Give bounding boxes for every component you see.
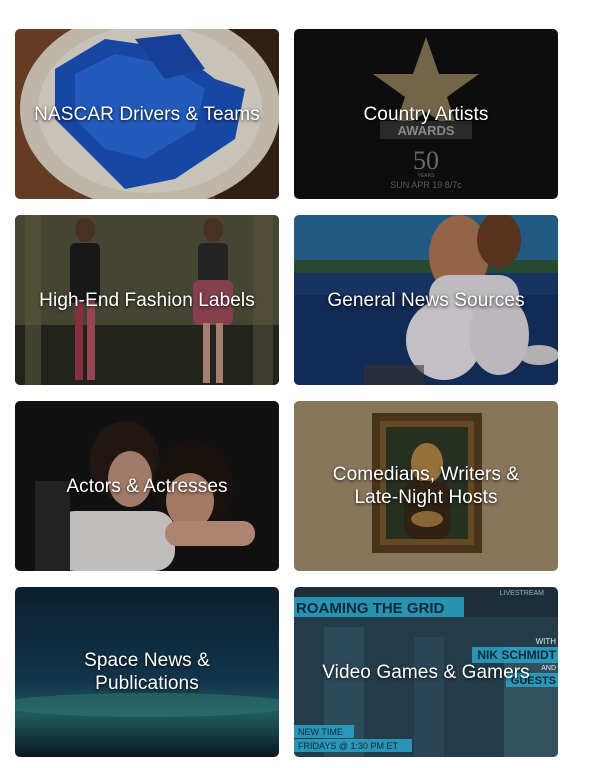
awards-years-word: YEARS bbox=[418, 173, 436, 179]
tile-label: Video Games & Gamers bbox=[322, 661, 530, 683]
schedule-text: FRIDAYS @ 1:30 PM ET bbox=[298, 741, 398, 751]
tile-label: Actors & Actresses bbox=[66, 475, 228, 497]
tile-label: Comedians, Writers & Late-Night Hosts bbox=[332, 464, 520, 508]
tile-label: NASCAR Drivers & Teams bbox=[34, 103, 260, 125]
tile-overlay bbox=[294, 215, 558, 385]
tile-label: General News Sources bbox=[327, 289, 525, 311]
category-tile-country-artists[interactable]: AWARDS 50 YEARS SUN APR 19 8/7c Country … bbox=[294, 29, 558, 199]
tile-label: High-End Fashion Labels bbox=[39, 289, 255, 311]
new-time-text: NEW TIME bbox=[298, 727, 343, 737]
tile-overlay bbox=[15, 401, 279, 571]
awards-logo-image: AWARDS 50 YEARS SUN APR 19 8/7c bbox=[294, 29, 558, 199]
category-tile-news-sources[interactable]: General News Sources bbox=[294, 215, 558, 385]
game-show-image: LIVESTREAM ROAMING THE GRID WITH NIK SCH… bbox=[294, 587, 558, 757]
tile-label: Country Artists bbox=[363, 103, 489, 125]
framed-painting-image bbox=[294, 401, 558, 571]
category-tile-actors[interactable]: Actors & Actresses bbox=[15, 401, 279, 571]
category-tile-space-news[interactable]: Space News & Publications bbox=[15, 587, 279, 757]
awards-date: SUN APR 19 8/7c bbox=[390, 180, 462, 190]
category-tile-comedians[interactable]: Comedians, Writers & Late-Night Hosts bbox=[294, 401, 558, 571]
tile-overlay bbox=[294, 401, 558, 571]
and-text: AND bbox=[541, 665, 556, 672]
night-sky-image bbox=[15, 587, 279, 757]
celebrities-image bbox=[15, 401, 279, 571]
roaming-grid-text: ROAMING THE GRID bbox=[296, 600, 444, 617]
category-tile-nascar[interactable]: NASCAR Drivers & Teams bbox=[15, 29, 279, 199]
tile-label: Space News & Publications bbox=[84, 650, 210, 694]
guests-text: GUESTS bbox=[511, 675, 556, 687]
tile-overlay bbox=[15, 215, 279, 385]
runway-models-image bbox=[15, 215, 279, 385]
blue-gelatin-image bbox=[15, 29, 279, 199]
with-text: WITH bbox=[536, 637, 557, 646]
category-tile-video-games[interactable]: LIVESTREAM ROAMING THE GRID WITH NIK SCH… bbox=[294, 587, 558, 757]
category-tile-fashion-labels[interactable]: High-End Fashion Labels bbox=[15, 215, 279, 385]
nik-schmidt-text: NIK SCHMIDT bbox=[477, 648, 556, 662]
tile-overlay bbox=[15, 29, 279, 199]
awards-text: AWARDS bbox=[397, 123, 454, 138]
woman-by-lake-image bbox=[294, 215, 558, 385]
awards-years-number: 50 bbox=[413, 146, 439, 175]
livestream-text: LIVESTREAM bbox=[500, 590, 545, 597]
